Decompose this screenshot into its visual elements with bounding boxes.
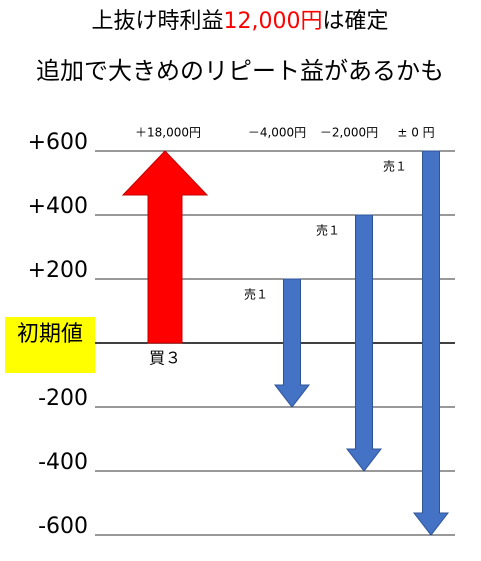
arrow xyxy=(412,150,450,536)
arrow xyxy=(345,214,383,472)
y-tick-label: +600 xyxy=(28,130,88,155)
arrow xyxy=(121,150,209,344)
arrow-side-label: 売１ xyxy=(316,223,340,238)
arrow-top-label: ± 0 円 xyxy=(397,126,434,140)
arrow-side-label: 売１ xyxy=(383,159,407,174)
y-tick-label: +200 xyxy=(28,258,88,283)
arrow-top-label: －4,000円 xyxy=(248,126,306,140)
arrow-side-label: 買３ xyxy=(149,349,181,368)
baseline-label-bg xyxy=(5,317,95,373)
arrow-top-label: －2,000円 xyxy=(320,126,378,140)
arrow-top-label: ＋18,000円 xyxy=(135,126,201,140)
title-part: は確定 xyxy=(322,9,388,34)
chart-title: 上抜け時利益12,000円は確定 xyxy=(91,9,388,34)
y-tick-label: 初期値 xyxy=(17,322,83,347)
arrow xyxy=(273,278,311,408)
y-tick-label: -600 xyxy=(38,514,88,539)
y-tick-label: -200 xyxy=(38,386,88,411)
chart-subtitle: 追加で大きめのリピート益があるかも xyxy=(36,57,444,85)
y-tick-label: -400 xyxy=(38,450,88,475)
title-part: 上抜け時利益 xyxy=(91,9,223,34)
arrow-side-label: 売１ xyxy=(244,287,268,302)
title-highlight: 12,000円 xyxy=(224,9,323,34)
y-tick-label: +400 xyxy=(28,194,88,219)
